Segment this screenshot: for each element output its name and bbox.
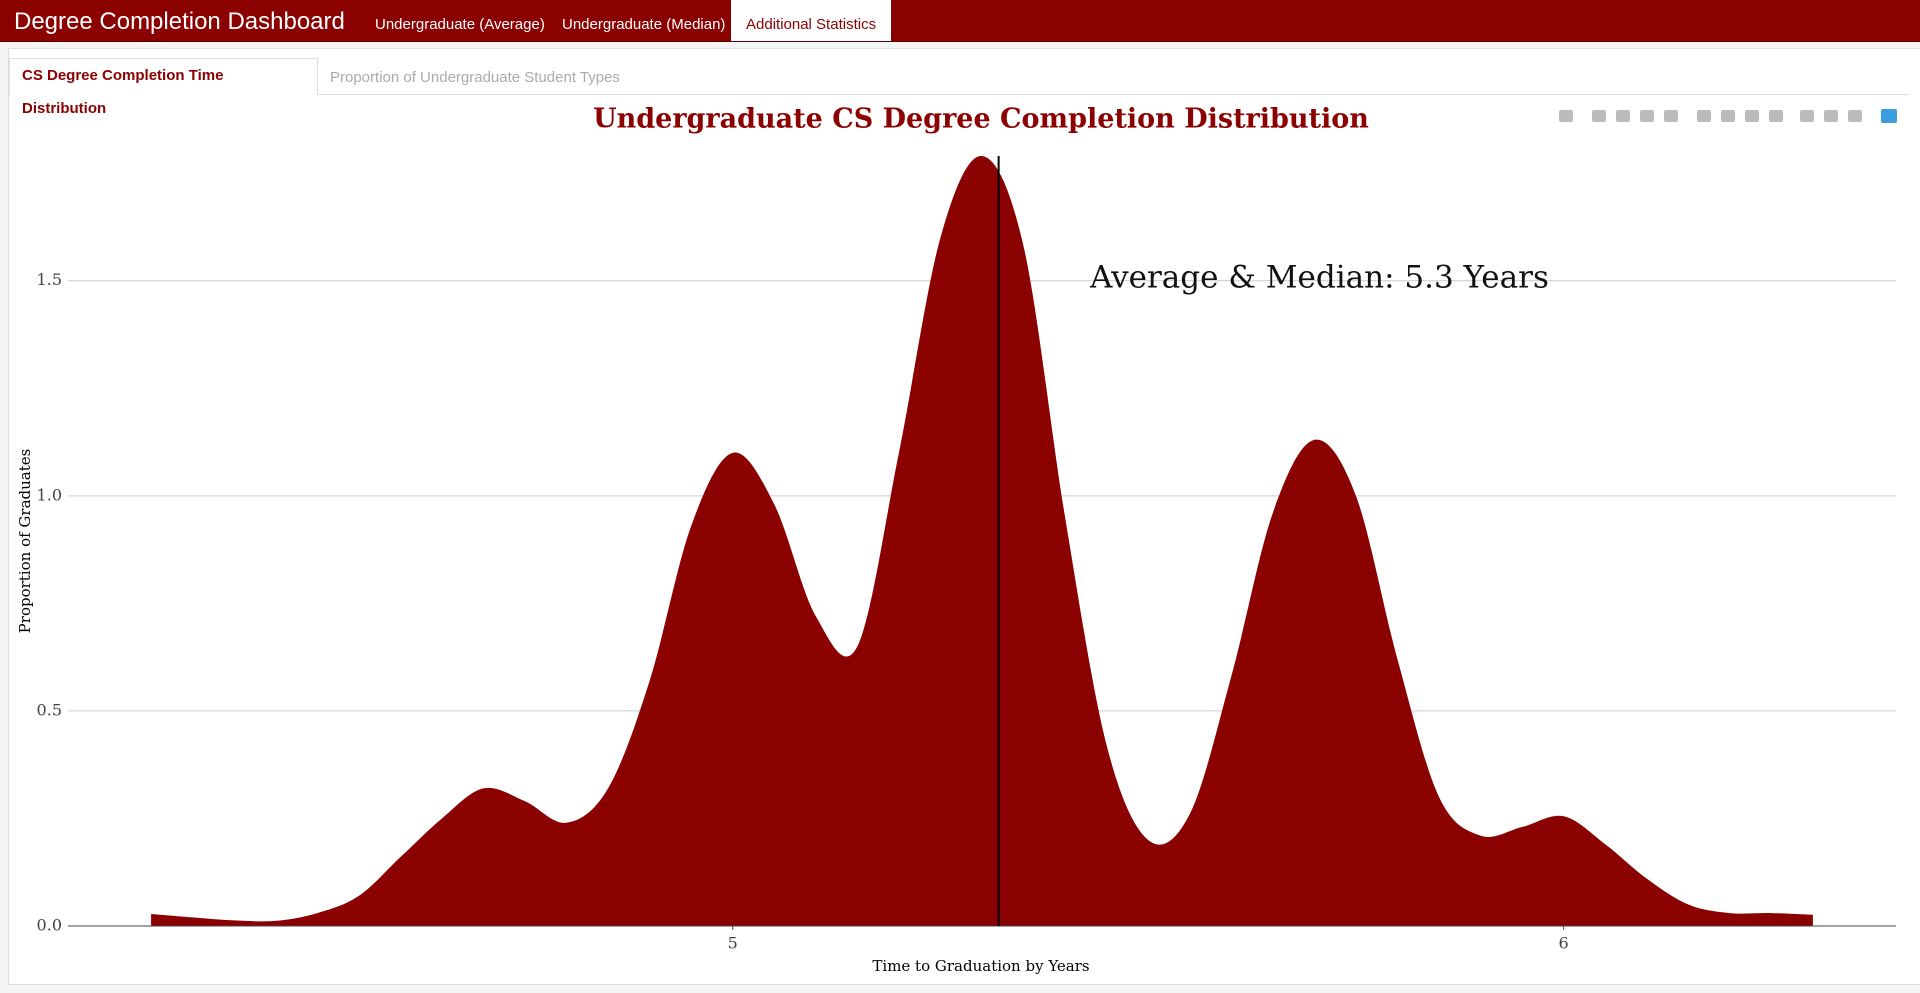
chart-title: Undergraduate CS Degree Completion Distr… [593,104,1369,135]
y-tick-label: 0.5 [37,700,62,719]
y-tick-label: 0.0 [37,916,62,935]
sub-tab[interactable]: Proportion of Undergraduate Student Type… [330,69,620,86]
nav-tab[interactable]: Undergraduate (Median) [562,16,726,33]
modebar-button[interactable] [1824,110,1838,122]
navbar: Degree Completion Dashboard Undergraduat… [0,0,1920,42]
y-axis-label: Proportion of Graduates [16,449,34,634]
x-tick-label: 5 [728,934,738,953]
nav-tab[interactable]: Additional Statistics [731,0,892,41]
sub-tab[interactable]: CS Degree Completion Time Distribution [9,58,318,117]
tab-rule [9,94,1909,95]
modebar-button[interactable] [1616,110,1630,122]
modebar-button[interactable] [1664,110,1678,122]
modebar-button[interactable] [1800,110,1814,122]
y-tick-label: 1.0 [37,485,62,504]
modebar-button[interactable] [1848,110,1862,122]
y-tick-label: 1.5 [37,270,62,289]
brand: Degree Completion Dashboard [14,8,345,35]
modebar-button[interactable] [1697,110,1711,122]
nav-tab[interactable]: Undergraduate (Average) [375,16,545,33]
modebar-button[interactable] [1769,110,1783,122]
modebar [1559,109,1897,123]
modebar-logo[interactable] [1881,109,1897,123]
annotation: Average & Median: 5.3 Years [1089,260,1549,296]
modebar-button[interactable] [1745,110,1759,122]
density-area [151,155,1813,926]
modebar-button[interactable] [1559,110,1573,122]
x-axis-label: Time to Graduation by Years [872,957,1089,975]
modebar-button[interactable] [1721,110,1735,122]
modebar-button[interactable] [1592,110,1606,122]
modebar-button[interactable] [1640,110,1654,122]
x-tick-label: 6 [1559,934,1569,953]
